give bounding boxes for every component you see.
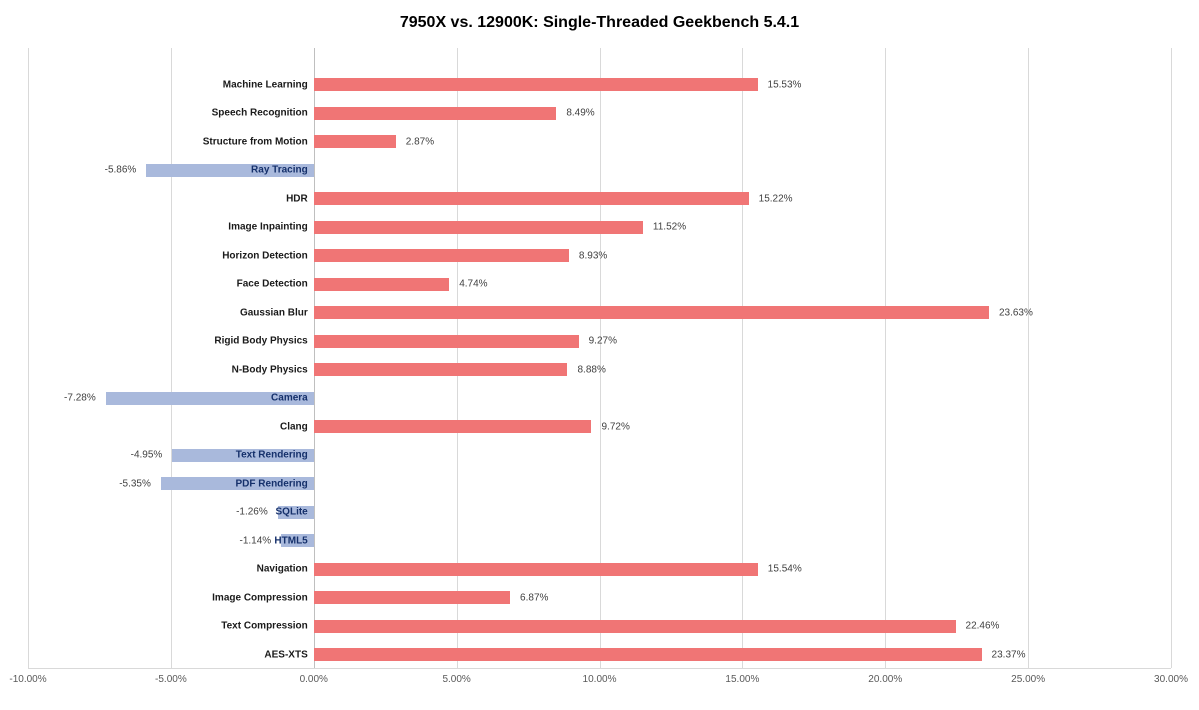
bar-row: HTML5-1.14% (28, 534, 1171, 547)
category-label: Speech Recognition (212, 108, 308, 119)
x-tick-label: 20.00% (868, 674, 902, 685)
bar-row: Gaussian Blur 23.63% (28, 306, 1171, 319)
value-label: 22.46% (960, 621, 1000, 632)
bar-row: AES-XTS 23.37% (28, 648, 1171, 661)
value-label: -5.86% (105, 165, 143, 176)
bar (314, 591, 510, 604)
value-label: 6.87% (514, 592, 548, 603)
plot-area: -10.00%-5.00%0.00%5.00%10.00%15.00%20.00… (28, 48, 1171, 668)
category-label: Navigation (257, 564, 308, 575)
bar-row: HDR 15.22% (28, 192, 1171, 205)
bar (314, 563, 758, 576)
bar-row: Image Compression 6.87% (28, 591, 1171, 604)
bar (314, 107, 557, 120)
value-label: 8.49% (560, 108, 594, 119)
category-label: Text Rendering (236, 450, 308, 461)
value-label: -1.14% (240, 535, 278, 546)
value-label: 23.37% (986, 649, 1026, 660)
value-label: 11.52% (647, 222, 686, 233)
x-axis-baseline (28, 668, 1171, 669)
category-label: HTML5 (274, 535, 307, 546)
bar-row: Text Compression 22.46% (28, 620, 1171, 633)
category-label: Clang (280, 421, 308, 432)
value-label: 2.87% (400, 136, 434, 147)
value-label: 4.74% (453, 279, 487, 290)
bar-row: Speech Recognition 8.49% (28, 107, 1171, 120)
x-tick-label: 30.00% (1154, 674, 1188, 685)
x-tick-label: -10.00% (9, 674, 46, 685)
x-tick-label: 25.00% (1011, 674, 1045, 685)
value-label: -5.35% (119, 478, 157, 489)
bar-row: Horizon Detection 8.93% (28, 249, 1171, 262)
bar (314, 221, 643, 234)
x-tick-label: -5.00% (155, 674, 187, 685)
gridline (1171, 48, 1172, 668)
bar-row: Machine Learning 15.53% (28, 78, 1171, 91)
category-label: SQLite (276, 507, 308, 518)
bar (314, 306, 989, 319)
bar (314, 648, 982, 661)
category-label: Image Inpainting (228, 222, 307, 233)
category-label: AES-XTS (264, 649, 307, 660)
value-label: -7.28% (64, 393, 102, 404)
value-label: 15.53% (762, 79, 802, 90)
chart-title: 7950X vs. 12900K: Single-Threaded Geekbe… (0, 14, 1199, 32)
bar-row: Ray Tracing -5.86% (28, 164, 1171, 177)
category-label: Machine Learning (223, 79, 308, 90)
bar (314, 78, 758, 91)
bar (314, 335, 579, 348)
value-label: 23.63% (993, 307, 1033, 318)
category-label: Camera (271, 393, 308, 404)
value-label: 15.22% (753, 193, 793, 204)
value-label: -1.26% (236, 507, 274, 518)
category-label: HDR (286, 193, 308, 204)
category-label: Image Compression (212, 592, 308, 603)
x-tick-label: 5.00% (442, 674, 470, 685)
category-label: Ray Tracing (251, 165, 308, 176)
value-label: 9.72% (595, 421, 629, 432)
bar (314, 192, 749, 205)
bar (314, 620, 956, 633)
bar-row: Rigid Body Physics 9.27% (28, 335, 1171, 348)
bar (314, 278, 449, 291)
bar-row: N-Body Physics 8.88% (28, 363, 1171, 376)
value-label: 8.93% (573, 250, 607, 261)
bar (314, 363, 568, 376)
category-label: N-Body Physics (232, 364, 308, 375)
category-label: Text Compression (221, 621, 308, 632)
bar-row: Navigation 15.54% (28, 563, 1171, 576)
bar-row: Structure from Motion 2.87% (28, 135, 1171, 148)
category-label: Gaussian Blur (240, 307, 308, 318)
value-label: 8.88% (571, 364, 605, 375)
bar (314, 249, 569, 262)
bar-row: Camera -7.28% (28, 392, 1171, 405)
x-tick-label: 15.00% (725, 674, 759, 685)
bar-row: Image Inpainting 11.52% (28, 221, 1171, 234)
category-label: PDF Rendering (236, 478, 308, 489)
bar-row: Face Detection 4.74% (28, 278, 1171, 291)
bar-row: Text Rendering -4.95% (28, 449, 1171, 462)
category-label: Rigid Body Physics (214, 336, 307, 347)
bar (314, 420, 592, 433)
x-tick-label: 10.00% (583, 674, 617, 685)
category-label: Face Detection (237, 279, 308, 290)
bar-row: Clang 9.72% (28, 420, 1171, 433)
value-label: 15.54% (762, 564, 802, 575)
bar-row: PDF Rendering -5.35% (28, 477, 1171, 490)
value-label: 9.27% (583, 336, 617, 347)
bar-row: SQLite-1.26% (28, 506, 1171, 519)
category-label: Structure from Motion (203, 136, 308, 147)
category-label: Horizon Detection (222, 250, 308, 261)
bar (314, 135, 396, 148)
x-tick-label: 0.00% (300, 674, 328, 685)
value-label: -4.95% (131, 450, 169, 461)
